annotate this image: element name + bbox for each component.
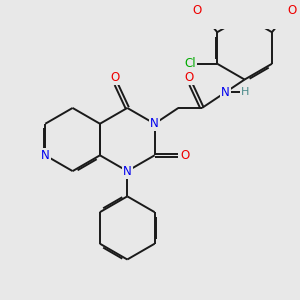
Text: O: O xyxy=(288,4,297,16)
Text: N: N xyxy=(123,165,132,178)
Text: O: O xyxy=(110,71,119,84)
Text: CH₃: CH₃ xyxy=(188,0,206,1)
Text: O: O xyxy=(185,71,194,84)
Text: H: H xyxy=(240,87,249,97)
Text: O: O xyxy=(181,149,190,162)
Text: N: N xyxy=(150,117,159,130)
Text: CH₃: CH₃ xyxy=(284,0,300,1)
Text: N: N xyxy=(41,149,50,162)
Text: O: O xyxy=(192,4,201,16)
Text: Cl: Cl xyxy=(184,57,196,70)
Text: N: N xyxy=(221,86,230,99)
